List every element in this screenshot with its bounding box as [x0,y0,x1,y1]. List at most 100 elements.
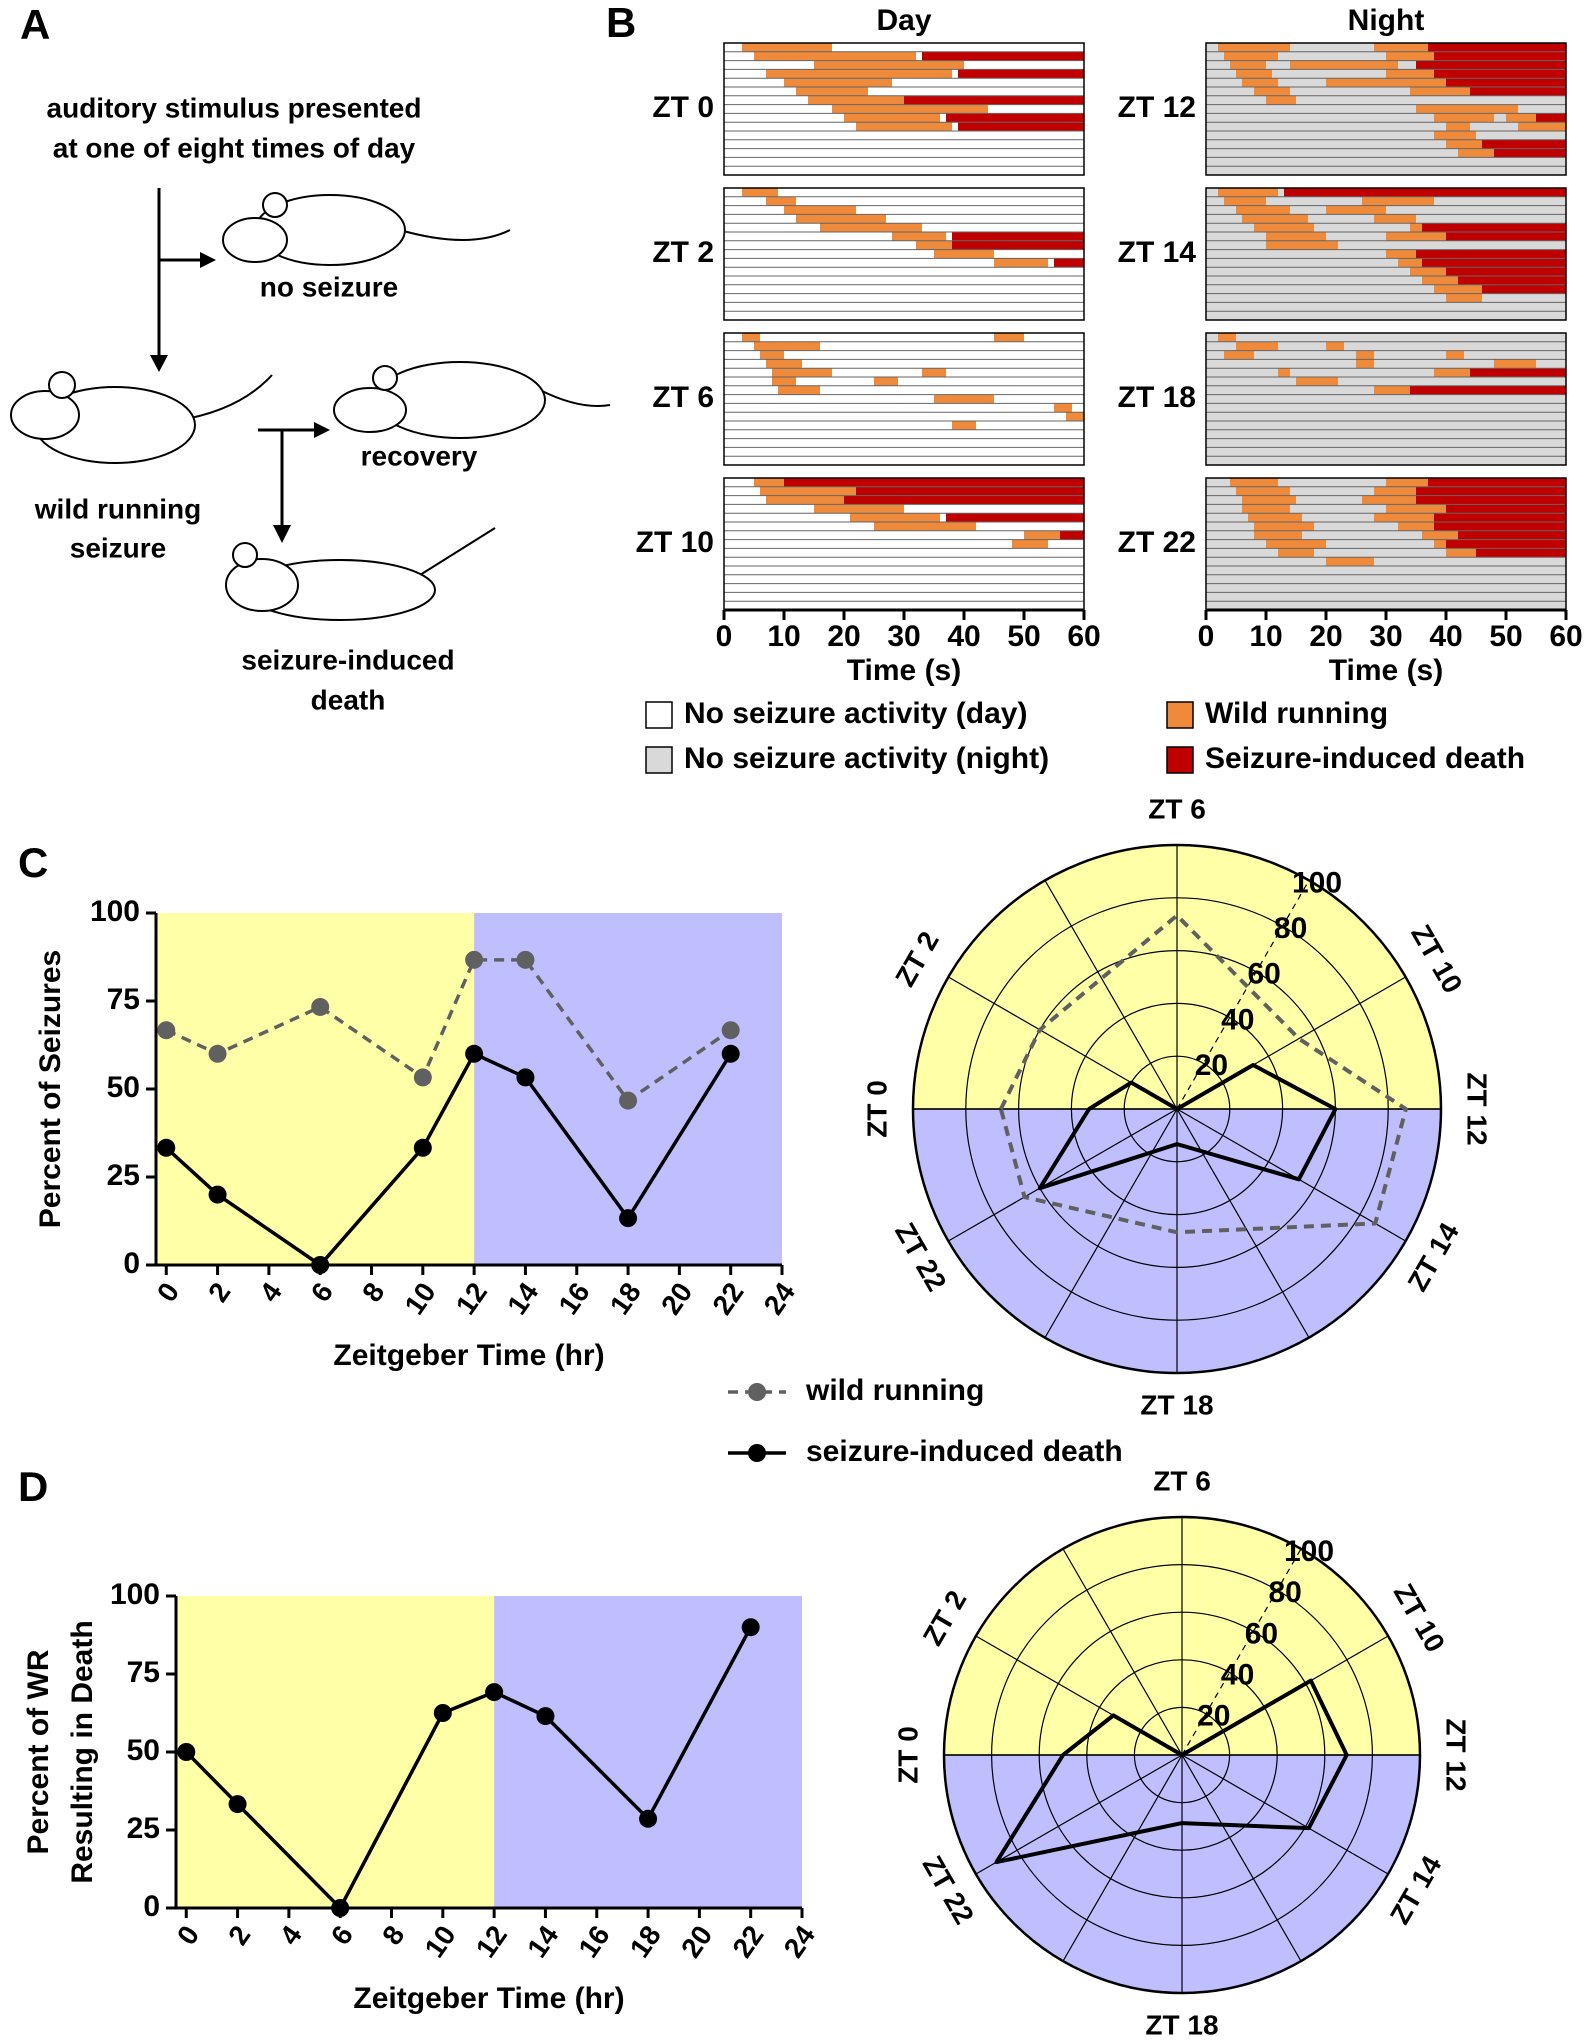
wild-running-bar [820,223,922,232]
wild-running-bar [1356,359,1374,369]
death-bar [1536,113,1566,123]
series-point [413,1138,432,1157]
wild-running-bar [1266,539,1326,549]
series-point [741,1618,760,1637]
death-bar [1422,258,1566,268]
raster-label: ZT 22 [1118,526,1196,559]
x-tick-label: 50 [1489,620,1522,653]
wild-running-bar [766,69,952,79]
polar-series [994,1678,1349,1865]
wild-running-bar [1356,350,1374,360]
wild-running-bar [760,486,856,496]
wild-running-bar [1410,223,1422,232]
x-tick-label: 16 [552,1277,595,1320]
death-bar [1470,368,1566,377]
raster-frame [723,187,1085,321]
wild-running-bar [1218,43,1290,52]
angle-label: ZT 0 [861,1080,892,1138]
death-bar [1434,513,1566,522]
radial-tick-label: 40 [1221,1003,1254,1036]
x-tick-label: 2 [222,1920,256,1951]
wild-running-bar [1446,350,1464,360]
wild-running-bar [994,333,1024,342]
wild-running-bar [772,377,796,386]
x-axis-label: Zeitgeber Time (hr) [333,1339,604,1372]
wild-running-bar [1290,60,1398,70]
wild-running-bar [1494,359,1536,369]
angle-label: ZT 10 [1388,1579,1451,1658]
y-tick-label: 25 [107,1159,140,1192]
wild-running-bar [1236,205,1290,215]
death-bar [952,232,1084,241]
wild-running-bar [1386,478,1428,487]
wild-running-bar [1054,403,1072,413]
raster-label: ZT 14 [1118,236,1197,269]
death-bar [1446,539,1566,549]
wild-running-bar [814,60,964,70]
wild-running-bar [778,385,820,395]
death-bar [1482,139,1566,149]
x-tick-label: 14 [501,1277,545,1321]
wild-running-bar [1278,368,1290,377]
wild-running-bar [1386,51,1434,61]
wild-running-bar [1224,51,1278,61]
x-tick-label: 20 [675,1920,718,1963]
y-tick-label: 100 [90,895,140,928]
spoke [1044,880,1178,1110]
wild-running-bar [1266,95,1296,105]
wild-running-bar [1024,530,1060,540]
x-tick-label: 12 [470,1920,513,1963]
angle-label: ZT 12 [1462,1072,1493,1145]
death-bar [952,240,1084,250]
arrowhead [150,252,216,372]
radial-tick-label: 60 [1248,958,1281,991]
death-bar [1416,249,1566,259]
raster-frame [1205,187,1567,321]
legend-marker [748,1383,766,1401]
arrow [157,188,205,360]
wild-running-bar [1266,240,1338,250]
x-tick-label: 4 [254,1277,289,1308]
x-tick-label: 24 [778,1920,822,1964]
x-tick-label: 12 [450,1277,493,1320]
spoke [1062,1548,1183,1756]
death-bar [1054,258,1084,268]
wild-running-bar [922,368,946,377]
series-point [311,997,330,1016]
wild-running-bar [1506,113,1536,123]
series-line [185,1626,753,1911]
x-tick-label: 0 [171,1920,205,1951]
angle-label: ZT 18 [1145,2009,1218,2040]
wild-running-bar [796,214,886,224]
x-tick-label: 20 [827,620,860,653]
death-bar [946,513,1084,522]
series-point [157,1138,176,1157]
raster-frame [1205,332,1567,466]
angle-label: ZT 18 [1140,1389,1213,1420]
polar-series [1037,1063,1338,1191]
series-point [485,1683,504,1702]
legend-marker [748,1444,766,1462]
x-tick-label: 2 [202,1277,236,1308]
wild-running-bar [1446,548,1476,558]
wild-running-bar [1266,232,1326,241]
radial-tick-label: 20 [1197,1700,1230,1733]
wild-running-bar [1374,214,1416,224]
wild-running-bar [832,104,988,114]
panel-letter: D [18,1463,48,1510]
wild-running-bar [1326,205,1386,215]
diagram-text: death [311,684,386,715]
mouse [333,361,611,439]
wild-running-bar [754,341,820,351]
series-point [331,1899,350,1917]
y-tick-label: 50 [127,1734,160,1767]
wild-running-bar [1242,504,1290,514]
x-tick-label: 30 [1369,620,1402,653]
wild-running-bar [844,113,940,123]
wild-running-bar [1434,113,1494,123]
wild-running-bar [1254,87,1290,96]
wild-running-bar [766,495,844,505]
wild-running-bar [1326,557,1374,566]
wild-running-bar [754,478,784,487]
